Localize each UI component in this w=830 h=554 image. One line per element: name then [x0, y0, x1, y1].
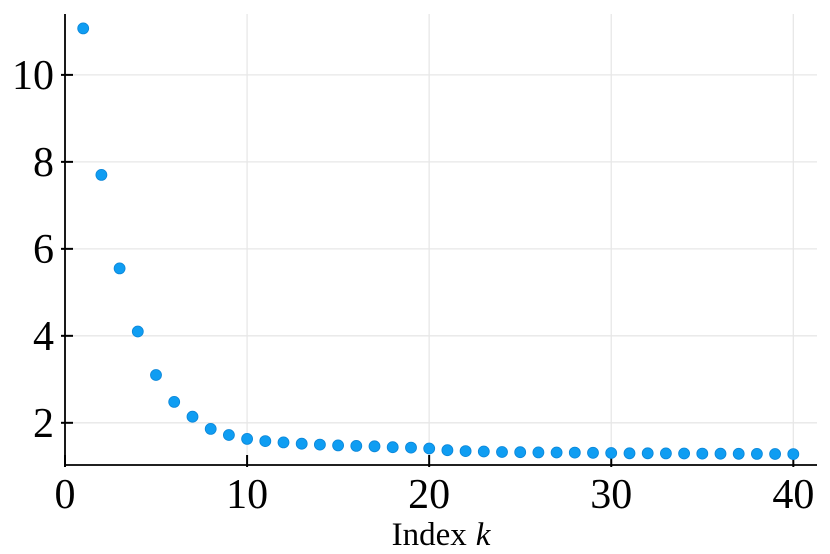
data-point	[186, 410, 199, 423]
x-tick-label: 40	[772, 472, 814, 518]
axes	[61, 14, 817, 467]
data-point	[259, 435, 272, 448]
tick-labels: 0 10 20 30 40 2 4 6 8 10	[12, 53, 814, 518]
x-tick-label: 0	[55, 472, 76, 518]
x-axis-label-variable: k	[476, 517, 492, 553]
data-point	[459, 445, 472, 458]
data-points	[77, 22, 800, 461]
data-point	[696, 447, 709, 460]
x-axis-label: Index k	[392, 517, 492, 553]
x-tick-label: 20	[408, 472, 450, 518]
y-tick-label: 2	[33, 401, 54, 447]
data-point	[678, 447, 690, 460]
y-tick-label: 4	[33, 314, 54, 360]
gridlines	[65, 14, 817, 465]
data-point	[368, 440, 381, 453]
data-point	[405, 441, 417, 454]
data-point	[131, 325, 144, 338]
data-point	[313, 438, 326, 451]
data-point	[204, 422, 217, 435]
data-point	[532, 446, 545, 459]
data-point	[386, 441, 399, 454]
data-point	[168, 395, 181, 408]
data-point	[423, 442, 436, 455]
data-point	[477, 445, 490, 458]
data-point	[732, 447, 745, 460]
data-point	[332, 439, 345, 452]
data-point	[587, 446, 599, 459]
y-tick-label: 10	[12, 53, 54, 99]
y-tick-label: 8	[33, 140, 54, 186]
data-point	[150, 369, 162, 381]
data-point	[751, 447, 763, 460]
data-point	[496, 446, 508, 458]
data-point	[550, 446, 563, 459]
data-point	[77, 22, 90, 35]
data-point	[441, 444, 454, 457]
data-point	[714, 447, 727, 460]
y-tick-label: 6	[33, 227, 54, 273]
data-point	[241, 432, 254, 445]
data-point	[514, 446, 527, 459]
data-point	[113, 262, 126, 275]
data-point	[641, 447, 654, 460]
data-point	[95, 168, 108, 181]
data-point	[350, 439, 363, 452]
data-point	[295, 437, 308, 450]
x-tick-label: 10	[226, 472, 268, 518]
data-point	[222, 429, 235, 441]
x-axis-label-text: Index	[392, 517, 468, 553]
data-point	[787, 448, 800, 461]
data-point	[568, 446, 581, 459]
data-point	[660, 447, 672, 460]
data-point	[769, 448, 781, 460]
data-point	[605, 447, 618, 459]
data-point	[623, 447, 636, 460]
data-point	[277, 436, 290, 449]
x-tick-label: 30	[590, 472, 632, 518]
